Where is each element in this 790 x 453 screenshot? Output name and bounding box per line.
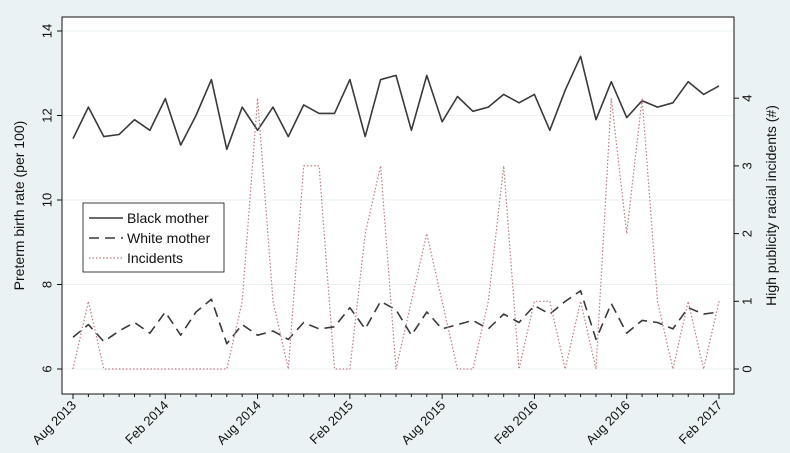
legend-label: Incidents bbox=[127, 250, 183, 266]
y-tick-label: 10 bbox=[39, 193, 54, 207]
y-axis-title: Preterm birth rate (per 100) bbox=[11, 121, 27, 291]
x-tick-label: Feb 2016 bbox=[491, 398, 540, 447]
series-line-white-mother bbox=[72, 290, 720, 345]
y2-axis-title: High publicity racial incidents (#) bbox=[763, 105, 779, 306]
y2-tick-label: 2 bbox=[739, 230, 754, 237]
y-tick-label: 8 bbox=[39, 281, 54, 288]
x-tick-label: Feb 2017 bbox=[676, 398, 725, 447]
x-tick-label: Aug 2014 bbox=[214, 398, 264, 448]
legend-label: Black mother bbox=[127, 210, 209, 226]
series-line-black-mother bbox=[72, 55, 720, 151]
legend: Black mother White mother Incidents bbox=[82, 202, 225, 273]
y2-tick-label: 0 bbox=[739, 365, 754, 372]
x-tick-label: Aug 2016 bbox=[583, 398, 633, 448]
x-tick-label: Aug 2013 bbox=[29, 398, 79, 448]
y-tick-label: 14 bbox=[39, 24, 54, 38]
series-layer bbox=[72, 55, 720, 370]
x-tick-label: Feb 2014 bbox=[122, 398, 171, 447]
x-tick-label: Aug 2015 bbox=[398, 398, 448, 448]
plot-frame bbox=[61, 16, 735, 395]
y-tick-label: 6 bbox=[39, 365, 54, 372]
y2-tick-label: 1 bbox=[739, 298, 754, 305]
y2-tick-label: 3 bbox=[739, 162, 754, 169]
legend-label: White mother bbox=[127, 230, 211, 246]
series-line-incidents bbox=[72, 97, 720, 370]
gridlines bbox=[62, 30, 734, 370]
y2-tick-label: 4 bbox=[739, 95, 754, 102]
y-tick-label: 12 bbox=[39, 108, 54, 122]
x-tick-label: Feb 2015 bbox=[307, 398, 356, 447]
